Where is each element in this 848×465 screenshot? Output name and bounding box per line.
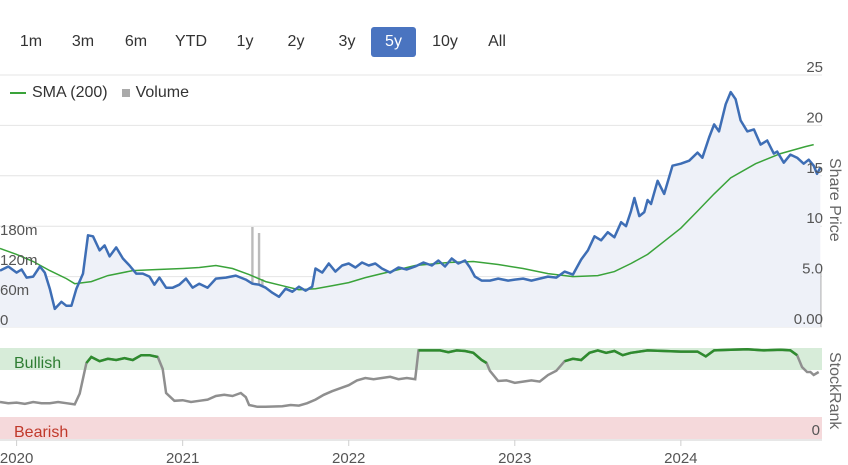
volume-bar[interactable] [251,227,254,327]
range-button-all[interactable]: All [488,33,506,50]
stockrank-axis-title: StockRank [826,352,843,430]
x-tick-label: 2024 [664,450,697,465]
range-button-2y[interactable]: 2y [287,33,305,50]
range-button-3m[interactable]: 3m [71,33,95,50]
stockrank-bullish-segment [564,347,798,363]
share-price-line[interactable] [0,90,822,311]
price-tick-label: 15 [806,160,823,177]
stockrank-bullish-segment [85,353,159,364]
range-button-1m[interactable]: 1m [19,33,43,50]
volume-legend-label[interactable]: Volume [135,84,189,101]
x-tick-label: 2021 [166,450,199,465]
bullish-zone-label: Bullish [14,355,61,372]
volume-bar[interactable] [257,233,261,327]
price-area [0,92,821,327]
price-axis-title: Share Price [826,158,843,242]
stockrank-tick-label: 0 [812,422,820,439]
price-tick-label: 10 [806,210,823,227]
sma-legend-label[interactable]: SMA (200) [32,84,108,101]
price-tick-label: 5.0 [802,261,823,278]
range-button-ytd[interactable]: YTD [175,33,207,50]
range-button-10y[interactable]: 10y [432,33,458,50]
volume-tick-label: 60m [0,282,29,299]
volume-bar[interactable] [819,272,822,327]
stockrank-bullish-segment [418,349,488,365]
price-tick-label: 0.00 [794,311,823,328]
range-button-5y[interactable]: 5y [371,27,416,57]
x-tick-label: 2022 [332,450,365,465]
range-button-1y[interactable]: 1y [236,33,254,50]
volume-tick-label: 120m [0,252,38,269]
x-tick-label: 2020 [0,450,33,465]
range-button-3y[interactable]: 3y [338,33,356,50]
price-tick-label: 20 [806,109,823,126]
volume-tick-label: 180m [0,222,38,239]
bullish-zone [0,348,822,370]
volume-legend-swatch [121,88,130,97]
x-tick-label: 2023 [498,450,531,465]
sma-line[interactable] [0,143,814,291]
bearish-zone-label: Bearish [14,424,68,441]
bearish-zone [0,417,822,439]
price-tick-label: 25 [806,59,823,76]
sma-legend-swatch [10,91,26,94]
volume-tick-label: 0 [0,312,8,329]
range-button-6m[interactable]: 6m [124,33,148,50]
chart-legend: SMA (200) Volume [10,83,189,103]
